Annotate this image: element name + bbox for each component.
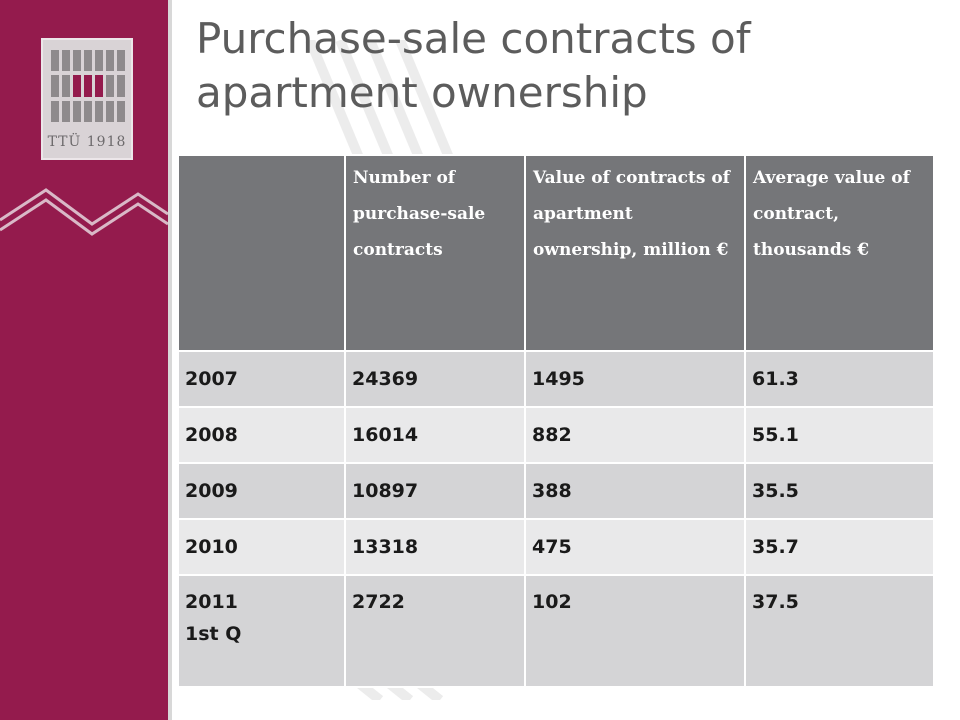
header-average: Average value of contract, thousands € xyxy=(744,154,935,352)
year-cell: 2007 xyxy=(177,350,346,408)
contracts-cell: 16014 xyxy=(344,406,526,464)
value-cell: 102 xyxy=(524,574,746,688)
average-cell: 37.5 xyxy=(744,574,935,688)
table-header-row: Number of purchase-sale contracts Value … xyxy=(177,154,935,352)
value-cell: 475 xyxy=(524,518,746,576)
slide-title: Purchase-sale contracts of apartment own… xyxy=(196,14,751,117)
contracts-cell: 10897 xyxy=(344,462,526,520)
contracts-cell: 2722 xyxy=(344,574,526,688)
contracts-cell: 24369 xyxy=(344,350,526,408)
year-cell: 2011 1st Q xyxy=(177,574,346,688)
logo-text: TTÜ 1918 xyxy=(47,134,127,150)
value-cell: 1495 xyxy=(524,350,746,408)
contracts-cell: 13318 xyxy=(344,518,526,576)
value-cell: 882 xyxy=(524,406,746,464)
average-cell: 35.7 xyxy=(744,518,935,576)
header-contracts: Number of purchase-sale contracts xyxy=(344,154,526,352)
sidebar-divider xyxy=(168,0,172,720)
logo-bars xyxy=(51,50,125,122)
value-cell: 388 xyxy=(524,462,746,520)
average-cell: 35.5 xyxy=(744,462,935,520)
sidebar: TTÜ 1918 xyxy=(0,0,168,720)
header-corner-cell xyxy=(177,154,346,352)
quarter-label: 1st Q xyxy=(185,623,242,645)
year-label: 2011 xyxy=(185,591,238,613)
table-row: 2007 24369 1495 61.3 xyxy=(177,350,935,408)
year-cell: 2008 xyxy=(177,406,346,464)
table-row: 2008 16014 882 55.1 xyxy=(177,406,935,464)
average-cell: 61.3 xyxy=(744,350,935,408)
table-row: 2011 1st Q 2722 102 37.5 xyxy=(177,574,935,688)
contracts-table: Number of purchase-sale contracts Value … xyxy=(177,154,935,688)
year-cell: 2010 xyxy=(177,518,346,576)
table-row: 2010 13318 475 35.7 xyxy=(177,518,935,576)
average-cell: 55.1 xyxy=(744,406,935,464)
header-value: Value of contracts of apartment ownershi… xyxy=(524,154,746,352)
table-row: 2009 10897 388 35.5 xyxy=(177,462,935,520)
wave-ornament-icon xyxy=(0,188,168,236)
university-logo: TTÜ 1918 xyxy=(41,38,133,160)
year-cell: 2009 xyxy=(177,462,346,520)
